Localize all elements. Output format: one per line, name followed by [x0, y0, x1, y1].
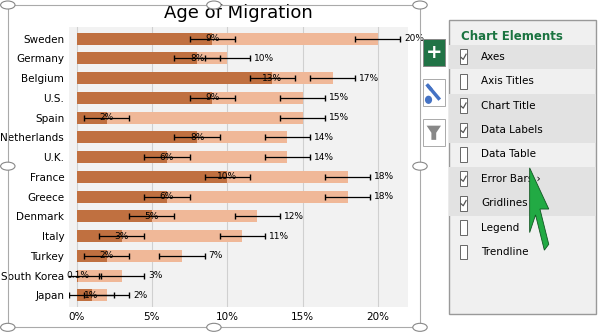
Title: Age of Migration: Age of Migration: [164, 4, 313, 22]
Circle shape: [206, 323, 221, 331]
Bar: [77, 132, 197, 143]
Text: Data Table: Data Table: [481, 149, 536, 159]
Bar: [77, 270, 78, 282]
Bar: [77, 52, 227, 64]
Text: 10%: 10%: [254, 54, 274, 63]
Text: 20%: 20%: [404, 34, 424, 43]
Bar: [77, 151, 287, 163]
Bar: [77, 210, 152, 222]
Text: 14%: 14%: [314, 153, 334, 162]
Bar: [77, 112, 302, 124]
FancyBboxPatch shape: [460, 98, 467, 113]
Text: 3%: 3%: [115, 232, 129, 241]
Bar: [77, 210, 257, 222]
Text: +: +: [425, 43, 442, 62]
Text: 14%: 14%: [314, 133, 334, 142]
Circle shape: [206, 1, 221, 9]
Bar: [77, 250, 182, 262]
Bar: [77, 171, 348, 183]
Circle shape: [1, 1, 15, 9]
Text: 15%: 15%: [329, 113, 349, 122]
Text: Legend: Legend: [481, 222, 520, 232]
Text: 2%: 2%: [100, 113, 114, 122]
Text: 3%: 3%: [148, 271, 163, 280]
FancyBboxPatch shape: [460, 147, 467, 162]
FancyBboxPatch shape: [449, 45, 596, 69]
Bar: [77, 52, 197, 64]
Bar: [77, 112, 107, 124]
FancyBboxPatch shape: [449, 167, 596, 191]
Bar: [77, 132, 287, 143]
Bar: [77, 72, 332, 84]
Text: 0.1%: 0.1%: [67, 271, 89, 280]
Text: 8%: 8%: [190, 133, 204, 142]
FancyBboxPatch shape: [422, 120, 445, 146]
Text: Axis Titles: Axis Titles: [481, 76, 534, 86]
Bar: [77, 92, 212, 104]
FancyBboxPatch shape: [460, 171, 467, 186]
FancyBboxPatch shape: [460, 196, 467, 210]
FancyBboxPatch shape: [460, 74, 467, 89]
Text: 18%: 18%: [374, 172, 394, 181]
FancyBboxPatch shape: [460, 220, 467, 235]
Text: 6%: 6%: [160, 153, 174, 162]
Circle shape: [1, 162, 15, 170]
Bar: [77, 250, 107, 262]
Bar: [77, 270, 122, 282]
Text: 2%: 2%: [133, 291, 147, 300]
Bar: [77, 72, 272, 84]
FancyBboxPatch shape: [449, 94, 596, 118]
Text: 13%: 13%: [262, 73, 283, 82]
FancyBboxPatch shape: [449, 20, 596, 314]
Text: 5%: 5%: [145, 212, 159, 221]
Circle shape: [425, 97, 431, 103]
FancyBboxPatch shape: [460, 244, 467, 259]
Text: 11%: 11%: [269, 232, 289, 241]
Polygon shape: [530, 168, 549, 250]
Text: 9%: 9%: [205, 93, 220, 102]
Text: Gridlines: Gridlines: [481, 198, 528, 208]
Bar: [77, 191, 348, 202]
Bar: [77, 33, 212, 44]
Text: Chart Title: Chart Title: [481, 101, 536, 111]
Bar: [77, 33, 378, 44]
Text: 7%: 7%: [208, 252, 223, 261]
Circle shape: [413, 323, 427, 331]
Bar: [77, 290, 107, 301]
FancyBboxPatch shape: [422, 39, 445, 66]
Text: 18%: 18%: [374, 192, 394, 201]
FancyBboxPatch shape: [422, 79, 445, 106]
Text: Trendline: Trendline: [481, 247, 529, 257]
FancyBboxPatch shape: [460, 49, 467, 64]
Bar: [77, 92, 302, 104]
Text: Axes: Axes: [481, 52, 506, 62]
Text: 1%: 1%: [85, 291, 99, 300]
Text: 9%: 9%: [205, 34, 220, 43]
Bar: [77, 171, 227, 183]
FancyBboxPatch shape: [449, 191, 596, 216]
Text: 2%: 2%: [100, 252, 114, 261]
Bar: [77, 290, 92, 301]
FancyBboxPatch shape: [460, 123, 467, 137]
Circle shape: [413, 1, 427, 9]
Text: 8%: 8%: [190, 54, 204, 63]
Bar: [77, 191, 167, 202]
Text: 6%: 6%: [160, 192, 174, 201]
Text: 15%: 15%: [329, 93, 349, 102]
FancyBboxPatch shape: [449, 118, 596, 143]
Text: 10%: 10%: [217, 172, 237, 181]
Text: Data Labels: Data Labels: [481, 125, 543, 135]
Text: Chart Elements: Chart Elements: [461, 30, 562, 43]
Text: Error Bars ›: Error Bars ›: [481, 174, 541, 184]
Text: 12%: 12%: [284, 212, 304, 221]
Text: 17%: 17%: [359, 73, 379, 82]
Polygon shape: [427, 126, 441, 140]
Bar: [77, 151, 167, 163]
Circle shape: [1, 323, 15, 331]
Circle shape: [413, 162, 427, 170]
Bar: [77, 230, 122, 242]
Bar: [77, 230, 242, 242]
